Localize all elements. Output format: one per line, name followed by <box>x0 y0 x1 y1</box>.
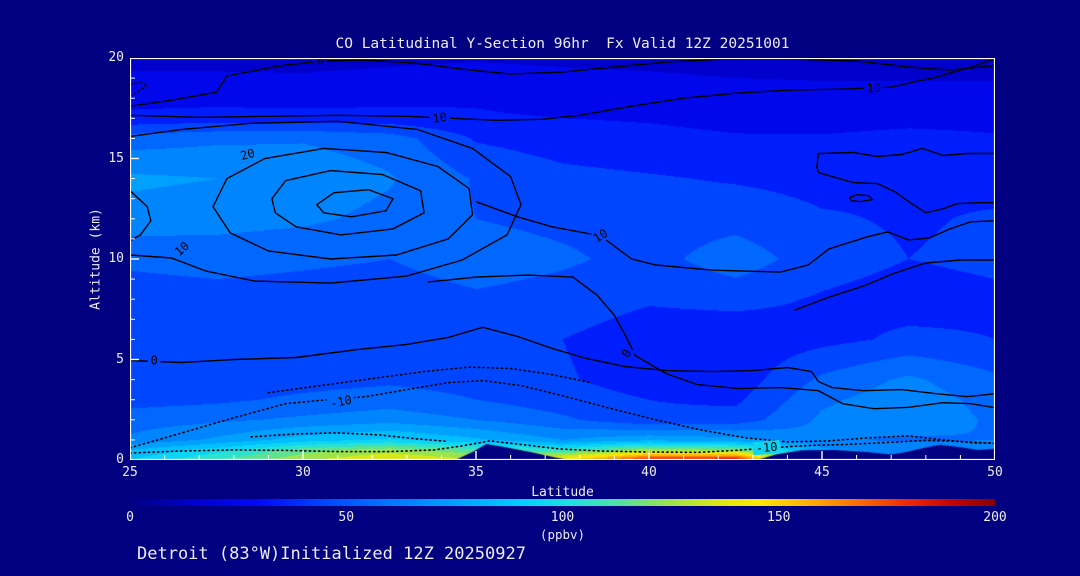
x-tick-label: 45 <box>814 465 830 480</box>
contour-line-40 <box>315 188 395 218</box>
contour-label: 0 <box>316 58 324 67</box>
contour-line--10 <box>250 432 450 443</box>
contour-line-0 <box>427 274 995 410</box>
y-tick-label: 0 <box>116 452 124 467</box>
x-tick-label: 40 <box>641 465 657 480</box>
filled-contour-field <box>130 58 995 460</box>
contour-line--10 <box>130 81 149 97</box>
contour-label: -10 <box>329 393 353 411</box>
y-tick-label: 10 <box>108 251 124 266</box>
footer-annotation: Detroit (83°W)Initialized 12Z 20250927 <box>137 544 526 564</box>
colorbar-tick-label: 0 <box>126 510 134 525</box>
colorbar-units-label: (ppbv) <box>539 527 586 542</box>
contour-line--10 <box>130 439 995 454</box>
colorbar-tick-label: 150 <box>767 510 791 525</box>
y-tick-label: 5 <box>116 351 124 367</box>
contour-line-20 <box>212 147 474 260</box>
contour-line-10 <box>816 147 995 214</box>
chart-title: CO Latitudinal Y-Section 96hr Fx Valid 1… <box>335 36 790 52</box>
contour-label: 10 <box>432 110 448 126</box>
y-tick-label: 20 <box>108 50 124 65</box>
contour-line-10 <box>848 193 874 203</box>
colorbar <box>130 499 995 506</box>
contour-line-10 <box>130 120 522 284</box>
x-tick-label: 50 <box>987 465 1003 480</box>
contour-label: 10 <box>866 81 881 96</box>
contour-line-0 <box>130 58 995 107</box>
contour-line-10 <box>130 190 152 242</box>
contour-label: 20 <box>239 146 257 163</box>
colorbar-tick-label: 200 <box>983 510 1007 525</box>
colorbar-tick-label: 50 <box>338 510 355 525</box>
contour-line-0 <box>130 326 995 398</box>
contour-line--10 <box>130 379 995 449</box>
colorbar-tick-label: 100 <box>550 510 575 525</box>
contour-line-10 <box>130 58 995 122</box>
plot-area: 0 10 10 20 10 10 0 0 -10 -10 <box>130 58 995 460</box>
contour-label: 10 <box>591 226 611 246</box>
contour-line-10 <box>475 201 995 273</box>
x-tick-label: 25 <box>122 465 138 480</box>
contour-label: -10 <box>755 440 778 456</box>
contour-label: 10 <box>172 239 192 259</box>
contour-line--10 <box>267 366 591 394</box>
x-tick-label: 35 <box>468 465 484 480</box>
x-tick-label: 30 <box>295 465 311 480</box>
contour-label: 0 <box>151 354 158 368</box>
y-tick-label: 15 <box>108 150 124 166</box>
contour-line-10 <box>794 259 995 311</box>
contour-line-30 <box>271 169 425 236</box>
x-axis-title: Latitude <box>531 485 594 500</box>
